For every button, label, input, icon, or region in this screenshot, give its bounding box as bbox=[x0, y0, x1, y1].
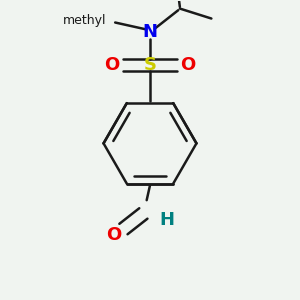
Text: methyl: methyl bbox=[63, 14, 107, 27]
Text: O: O bbox=[181, 56, 196, 74]
Text: O: O bbox=[104, 56, 119, 74]
Text: H: H bbox=[159, 211, 174, 229]
Text: S: S bbox=[143, 56, 157, 74]
Text: N: N bbox=[142, 23, 158, 41]
Text: O: O bbox=[106, 226, 121, 244]
